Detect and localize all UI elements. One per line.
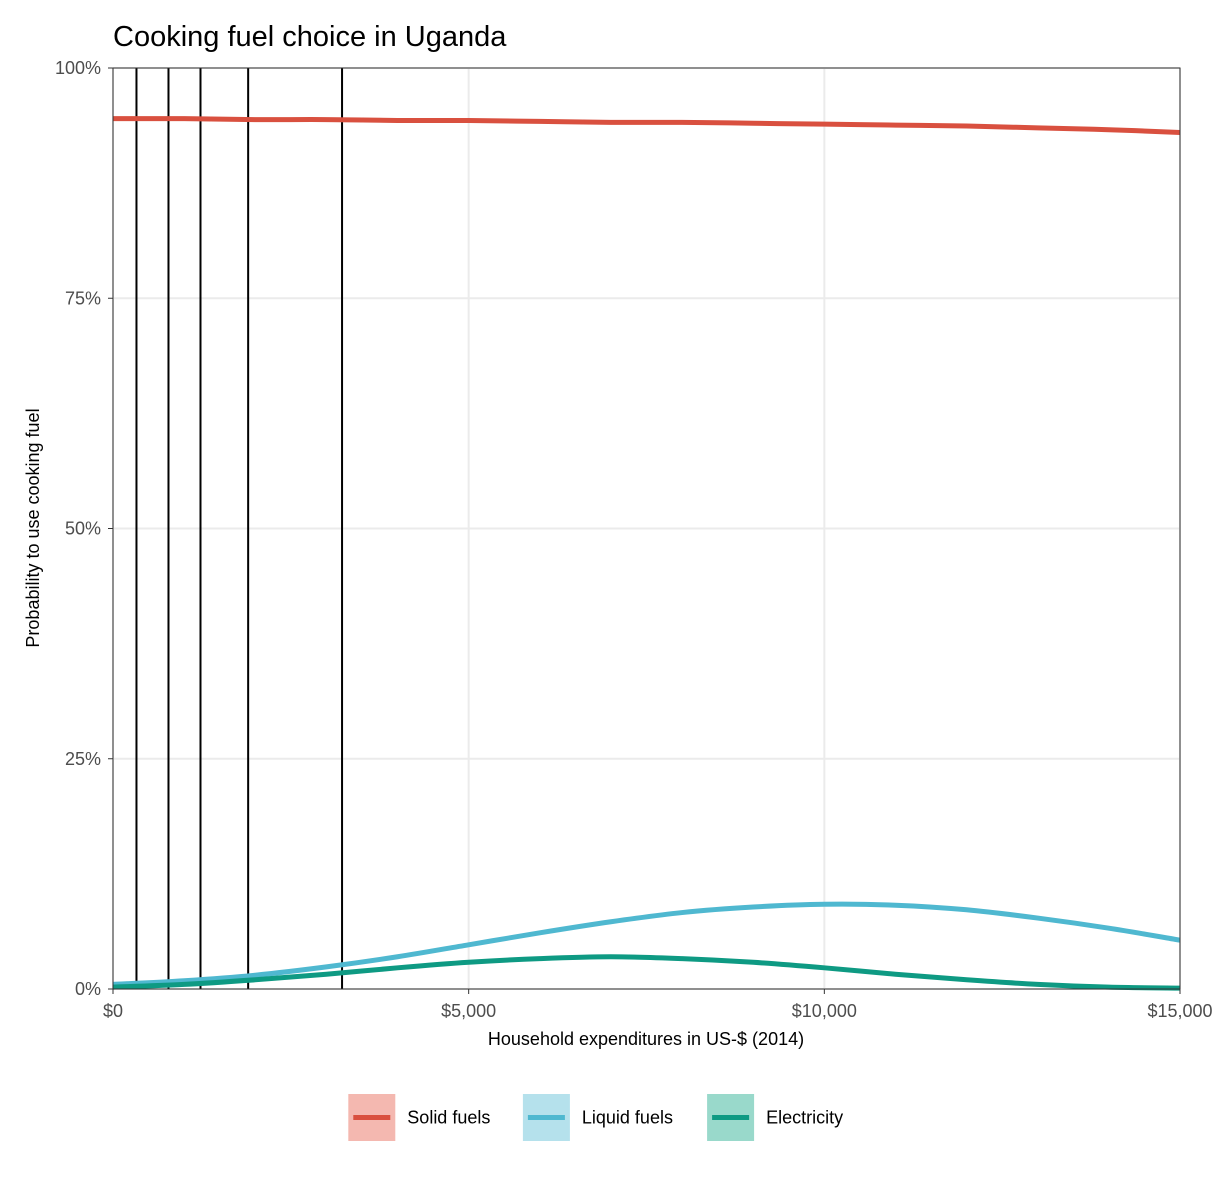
chart-title: Cooking fuel choice in Uganda: [113, 21, 507, 53]
y-axis-ticks: 0% 25% 50% 75% 100%: [55, 58, 113, 999]
series-lines: [112, 116, 1181, 991]
series-line-solid-fuels: [112, 116, 1181, 135]
x-axis-ticks: $0 $5,000 $10,000 $15,000: [103, 989, 1213, 1021]
x-axis-label: Household expenditures in US-$ (2014): [488, 1029, 804, 1049]
x-tick-label: $15,000: [1147, 1001, 1212, 1021]
y-axis-label: Probability to use cooking fuel: [23, 408, 43, 647]
legend-label: Electricity: [766, 1108, 843, 1128]
series-line-liquid-fuels: [112, 901, 1181, 987]
x-tick-label: $10,000: [792, 1001, 857, 1021]
y-tick-label: 25%: [65, 749, 101, 769]
legend-item: Liquid fuels: [522, 1094, 673, 1141]
legend-label: Liquid fuels: [582, 1108, 673, 1128]
y-tick-label: 50%: [65, 519, 101, 539]
y-tick-label: 75%: [65, 288, 101, 308]
legend-item: Electricity: [707, 1094, 843, 1141]
legend-label: Solid fuels: [407, 1108, 490, 1128]
legend: Solid fuels Liquid fuels Electricity: [348, 1094, 843, 1141]
series-line-electricity: [112, 954, 1181, 991]
x-tick-label: $0: [103, 1001, 123, 1021]
vertical-reference-lines: [135, 68, 344, 989]
y-tick-label: 0%: [75, 979, 101, 999]
y-tick-label: 100%: [55, 58, 101, 78]
legend-item: Solid fuels: [348, 1094, 490, 1141]
x-tick-label: $5,000: [441, 1001, 496, 1021]
